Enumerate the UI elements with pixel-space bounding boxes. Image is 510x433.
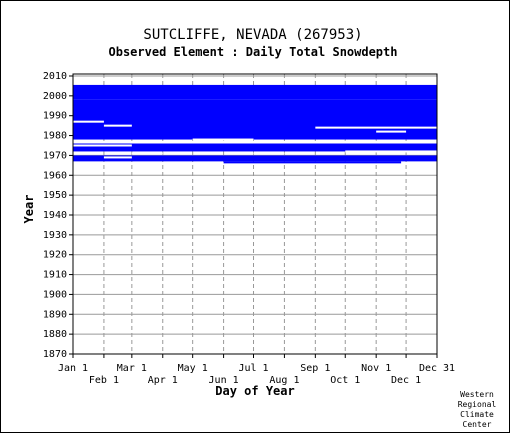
y-axis-ticks: 2010 2000 1990 1980 1970 1960 1950 1940 1930 1920…: [43, 71, 73, 360]
x-tick-label-bottom-2: Jun 1: [209, 375, 239, 386]
y-tick-label-4: 1970: [43, 150, 67, 161]
y-tick-label-14: 1870: [43, 349, 67, 360]
y-tick-label-6: 1950: [43, 190, 67, 201]
x-axis-ticks: Jan 1 Mar 1 May 1 Jul 1 Sep 1 Nov 1 Dec 31 Feb …: [58, 354, 455, 386]
credit-line-2: Climate: [460, 410, 494, 419]
record-gap-6: [73, 144, 132, 147]
x-axis-label: Day of Year: [215, 384, 294, 398]
x-tick-label-bottom-3: Aug 1: [269, 375, 299, 386]
record-block-0-1: [73, 99, 437, 140]
credit-line-0: Western: [460, 390, 494, 399]
x-tick-label-top-0: Jan 1: [58, 363, 88, 374]
record-gap-2: [315, 126, 437, 129]
x-tick-label-top-6: Dec 31: [419, 363, 455, 374]
y-tick-label-0: 2010: [43, 71, 67, 82]
x-tick-label-bottom-1: Apr 1: [148, 375, 178, 386]
plot-border: [72, 73, 438, 355]
chart-title: SUTCLIFFE, NEVADA (267953): [143, 27, 362, 43]
credit-line-1: Regional: [458, 400, 497, 409]
y-tick-label-2: 1990: [43, 111, 67, 122]
y-tick-label-10: 1910: [43, 270, 67, 281]
plot-area: [72, 73, 438, 355]
record-gap-10: [103, 156, 132, 159]
snowdepth-records: [73, 84, 437, 164]
y-tick-label-1: 2000: [43, 91, 67, 102]
x-tick-label-top-4: Sep 1: [300, 363, 330, 374]
record-gap-0: [73, 120, 104, 123]
record-block-0-4: [223, 161, 402, 164]
chart-subtitle: Observed Element : Daily Total Snowdepth: [109, 45, 398, 59]
record-block-0-0: [73, 84, 437, 100]
y-tick-label-12: 1890: [43, 309, 67, 320]
y-tick-label-9: 1920: [43, 250, 67, 261]
record-gap-1: [103, 124, 132, 127]
y-tick-label-8: 1930: [43, 230, 67, 241]
y-axis-label: Year: [22, 195, 36, 224]
credit-line-3: Center: [463, 420, 492, 429]
y-tick-label-11: 1900: [43, 289, 67, 300]
gridlines: [72, 74, 438, 355]
record-block-0-2: [73, 143, 437, 152]
x-tick-label-top-5: Nov 1: [361, 363, 391, 374]
record-gap-9: [345, 150, 437, 153]
record-block-0-3: [73, 155, 437, 162]
x-tick-label-bottom-4: Oct 1: [330, 375, 360, 386]
record-gap-7: [131, 152, 163, 155]
x-tick-label-bottom-0: Feb 1: [89, 375, 119, 386]
y-tick-label-13: 1880: [43, 329, 67, 340]
record-gap-4: [192, 138, 254, 141]
y-tick-label-7: 1940: [43, 210, 67, 221]
x-tick-label-bottom-5: Dec 1: [391, 375, 421, 386]
y-tick-label-5: 1960: [43, 170, 67, 181]
y-tick-label-3: 1980: [43, 131, 67, 142]
x-tick-label-top-1: Mar 1: [117, 363, 147, 374]
record-gap-5: [345, 140, 377, 143]
x-tick-label-top-2: May 1: [178, 363, 208, 374]
x-tick-label-top-3: Jul 1: [238, 363, 268, 374]
record-gap-3: [376, 130, 407, 133]
record-gap-8: [253, 152, 285, 155]
